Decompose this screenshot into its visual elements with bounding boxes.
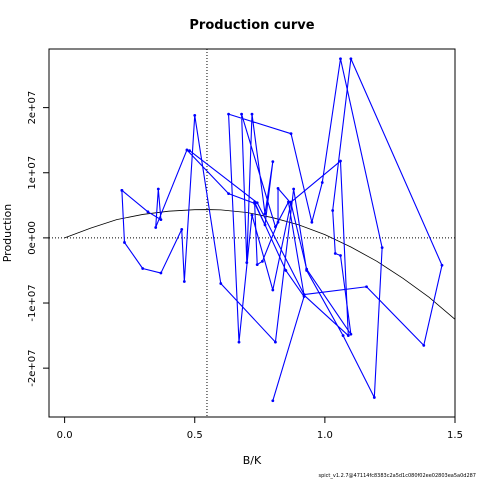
series-line — [189, 58, 443, 401]
data-point — [331, 209, 335, 212]
chart-title: Production curve — [189, 18, 314, 33]
data-point — [182, 280, 186, 283]
data-point — [156, 187, 160, 191]
data-point — [250, 213, 254, 217]
series-line — [121, 58, 383, 399]
data-point — [349, 332, 353, 336]
data-point — [271, 288, 275, 292]
data-point — [333, 252, 337, 255]
data-point — [219, 282, 223, 285]
y-tick-label: 1e+07 — [27, 156, 38, 190]
curve-line — [64, 209, 456, 320]
data-point — [123, 241, 126, 244]
x-axis: 0.0 0.5 1.0 1.5 — [57, 417, 463, 441]
data-point — [159, 271, 163, 275]
data-point — [341, 334, 345, 337]
data-point — [193, 114, 197, 117]
y-tick-label: 2e+07 — [27, 91, 38, 125]
y-tick-label: -2e+07 — [27, 350, 38, 387]
data-point — [320, 181, 324, 184]
data-point — [349, 57, 353, 61]
data-point — [422, 343, 426, 347]
data-point — [188, 149, 191, 153]
data-point — [255, 201, 259, 205]
data-point — [372, 396, 376, 399]
data-point — [302, 293, 306, 296]
data-point — [339, 57, 342, 61]
y-axis-label: Production — [1, 204, 14, 263]
data-point — [227, 112, 230, 116]
y-tick-label: 0e+00 — [27, 221, 38, 255]
theoretical-curve — [64, 209, 456, 320]
series-layer — [120, 57, 444, 403]
data-point — [261, 259, 264, 263]
data-point — [339, 254, 342, 257]
data-point — [120, 188, 124, 192]
data-point — [380, 246, 384, 250]
data-point — [289, 201, 293, 205]
data-point — [274, 340, 277, 344]
y-tick-label: -1e+07 — [27, 284, 38, 321]
data-point — [276, 220, 280, 224]
x-axis-label: B/K — [243, 454, 262, 467]
data-point — [180, 228, 184, 231]
x-tick-label: 0.5 — [187, 430, 203, 441]
plot-area — [48, 48, 456, 418]
data-point — [289, 132, 293, 136]
reference-lines — [49, 49, 455, 417]
data-point — [227, 192, 230, 195]
data-point — [302, 295, 306, 298]
series-1 — [120, 57, 384, 399]
data-point — [339, 159, 342, 163]
data-point — [250, 112, 254, 116]
data-point — [185, 148, 189, 152]
data-point — [159, 218, 163, 222]
data-point — [292, 187, 296, 191]
data-point — [154, 226, 158, 229]
data-point — [310, 220, 314, 224]
data-point — [146, 210, 150, 214]
data-point — [305, 267, 309, 271]
data-point — [237, 340, 241, 344]
data-point — [271, 160, 275, 164]
data-point — [276, 186, 280, 190]
x-tick-label: 1.5 — [447, 430, 463, 441]
data-point — [240, 112, 243, 116]
data-point — [440, 263, 444, 267]
data-point — [271, 399, 275, 403]
data-point — [253, 200, 257, 204]
data-point — [255, 263, 259, 266]
plot-frame — [48, 48, 456, 418]
y-axis: -2e+07 -1e+07 0e+00 1e+07 2e+07 — [27, 91, 49, 387]
data-point — [365, 285, 368, 289]
x-tick-label: 0.0 — [57, 430, 73, 441]
data-point — [141, 267, 145, 270]
series-2 — [188, 57, 444, 403]
data-point — [346, 334, 350, 337]
x-tick-label: 1.0 — [317, 430, 333, 441]
version-footer: spict_v1.2.7@47114fc8383c2a5d1c080f02ee0… — [319, 473, 477, 479]
data-point — [263, 212, 267, 216]
data-point — [284, 269, 288, 272]
data-point — [245, 261, 249, 265]
